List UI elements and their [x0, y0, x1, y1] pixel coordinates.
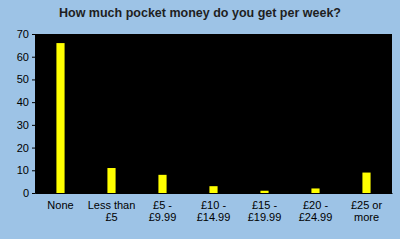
plot-area — [35, 34, 392, 193]
y-tick-label: 70 — [17, 28, 29, 40]
y-tick-label: 60 — [17, 51, 29, 63]
y-tick-mark — [32, 193, 35, 194]
y-tick-mark — [32, 148, 35, 149]
y-tick: 70 — [17, 28, 35, 40]
title: How much pocket money do you get per wee… — [59, 6, 341, 20]
x-tick-label: £5 -£9.99 — [149, 199, 177, 224]
background — [0, 0, 400, 239]
x-tick: None — [47, 193, 73, 211]
y-tick-mark — [32, 125, 35, 126]
y-tick-label: 20 — [17, 142, 29, 154]
y-tick-mark — [32, 102, 35, 103]
x-tick-label: None — [47, 199, 73, 211]
x-tick: £20 -£24.99 — [299, 193, 333, 223]
x-tick: £10 -£14.99 — [197, 193, 231, 223]
x-tick: Less than£5 — [88, 193, 136, 223]
bar — [209, 186, 217, 193]
bar — [56, 43, 64, 193]
y-tick-mark — [32, 34, 35, 35]
plot: 0 10 20 30 40 50 60 70 None Less than£5 £5 -£9.99 £… — [17, 28, 393, 223]
y-tick: 40 — [17, 96, 35, 108]
y-tick-label: 10 — [17, 164, 29, 176]
x-tick: £5 -£9.99 — [149, 193, 177, 223]
y-tick-label: 40 — [17, 96, 29, 108]
x-tick-label: £25 ormore — [351, 199, 383, 224]
bar — [107, 168, 115, 193]
x-tick: £15 -£19.99 — [248, 193, 282, 223]
x-tick-label: £15 -£19.99 — [248, 199, 282, 224]
y-tick-label: 30 — [17, 119, 29, 131]
bar — [362, 173, 370, 193]
bars — [56, 43, 370, 193]
bar — [158, 175, 166, 193]
y-tick-mark — [32, 79, 35, 80]
y-tick: 60 — [17, 51, 35, 63]
y-tick: 30 — [17, 119, 35, 131]
x-tick: £25 ormore — [351, 193, 383, 223]
y-axis-line — [32, 35, 36, 194]
y-tick: 50 — [17, 73, 35, 85]
y-tick: 10 — [17, 164, 35, 176]
bar — [260, 191, 268, 193]
y-tick: 20 — [17, 142, 35, 154]
x-tick-label: £10 -£14.99 — [197, 199, 231, 224]
x-axis-line — [36, 193, 393, 194]
y-axis: 0 10 20 30 40 50 60 70 — [17, 28, 36, 199]
x-tick-label: Less than£5 — [88, 199, 136, 224]
y-tick-mark — [32, 170, 35, 171]
y-tick-label: 0 — [23, 187, 29, 199]
y-tick-label: 50 — [17, 73, 29, 85]
chart: How much pocket money do you get per wee… — [0, 0, 400, 239]
bar — [311, 188, 319, 193]
y-tick-mark — [32, 57, 35, 58]
x-axis: None Less than£5 £5 -£9.99 £10 -£14.99 £15 -… — [36, 193, 393, 223]
y-tick: 0 — [23, 187, 35, 199]
x-tick-label: £20 -£24.99 — [299, 199, 333, 224]
